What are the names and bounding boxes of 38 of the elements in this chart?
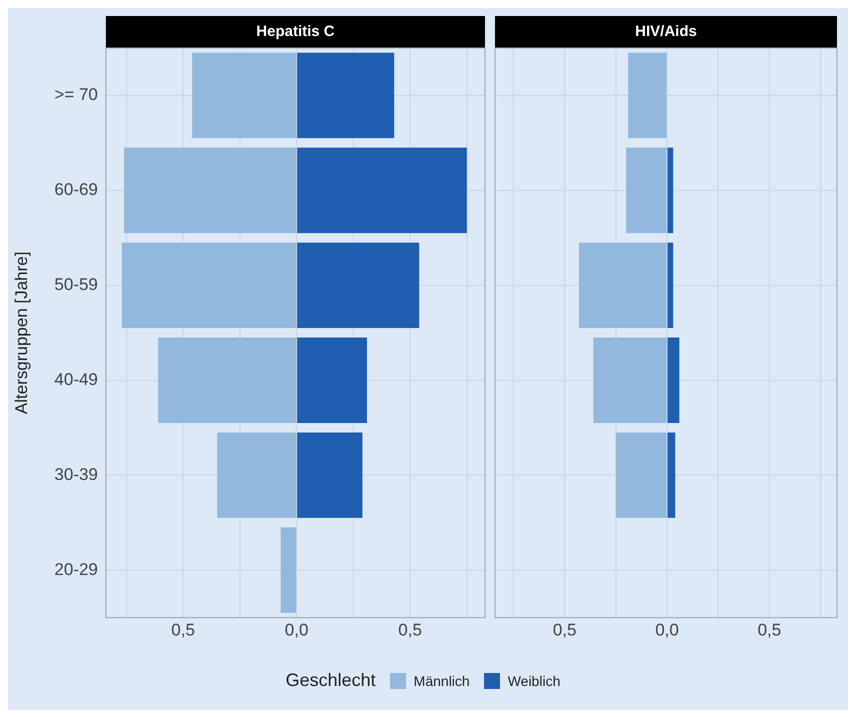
x-tick-label: 0,0 — [655, 620, 679, 640]
bar — [628, 52, 667, 138]
x-tick-label: 0,5 — [552, 620, 576, 640]
legend-title: Geschlecht — [286, 670, 376, 691]
x-tick-label: 0,5 — [171, 620, 195, 640]
bar — [668, 338, 680, 423]
chart-title: Hepatitis C — [256, 23, 335, 40]
bar — [593, 338, 667, 423]
y-tick-label: >= 70 — [54, 85, 98, 104]
bar — [578, 242, 667, 328]
bar — [668, 432, 676, 518]
x-tick-label: 0,5 — [398, 620, 422, 640]
bar — [192, 52, 296, 138]
bar — [668, 242, 674, 328]
y-tick-label: 20-29 — [54, 560, 98, 579]
bar — [626, 148, 667, 234]
y-tick-label: 30-39 — [54, 464, 98, 484]
bar — [668, 148, 674, 234]
bar — [217, 432, 296, 518]
bar — [297, 52, 394, 138]
bar — [616, 432, 667, 518]
legend-label: Weiblich — [508, 672, 560, 688]
y-tick-label: 40-49 — [54, 370, 98, 389]
x-tick-label: 0,0 — [284, 620, 308, 640]
bar — [124, 148, 296, 234]
bar — [280, 527, 296, 613]
legend-label: Männlich — [414, 672, 470, 688]
chart-title: HIV/Aids — [635, 23, 697, 40]
bar — [158, 338, 296, 423]
bar — [297, 242, 420, 328]
y-axis-title: Altersgruppen [Jahre] — [12, 252, 31, 414]
bar — [297, 432, 362, 518]
y-tick-label: 50-59 — [54, 275, 98, 294]
x-tick-label: 0,5 — [758, 620, 782, 640]
bar — [297, 148, 467, 234]
bar — [122, 242, 296, 328]
y-tick-label: 60-69 — [54, 180, 98, 200]
bar — [297, 338, 367, 423]
